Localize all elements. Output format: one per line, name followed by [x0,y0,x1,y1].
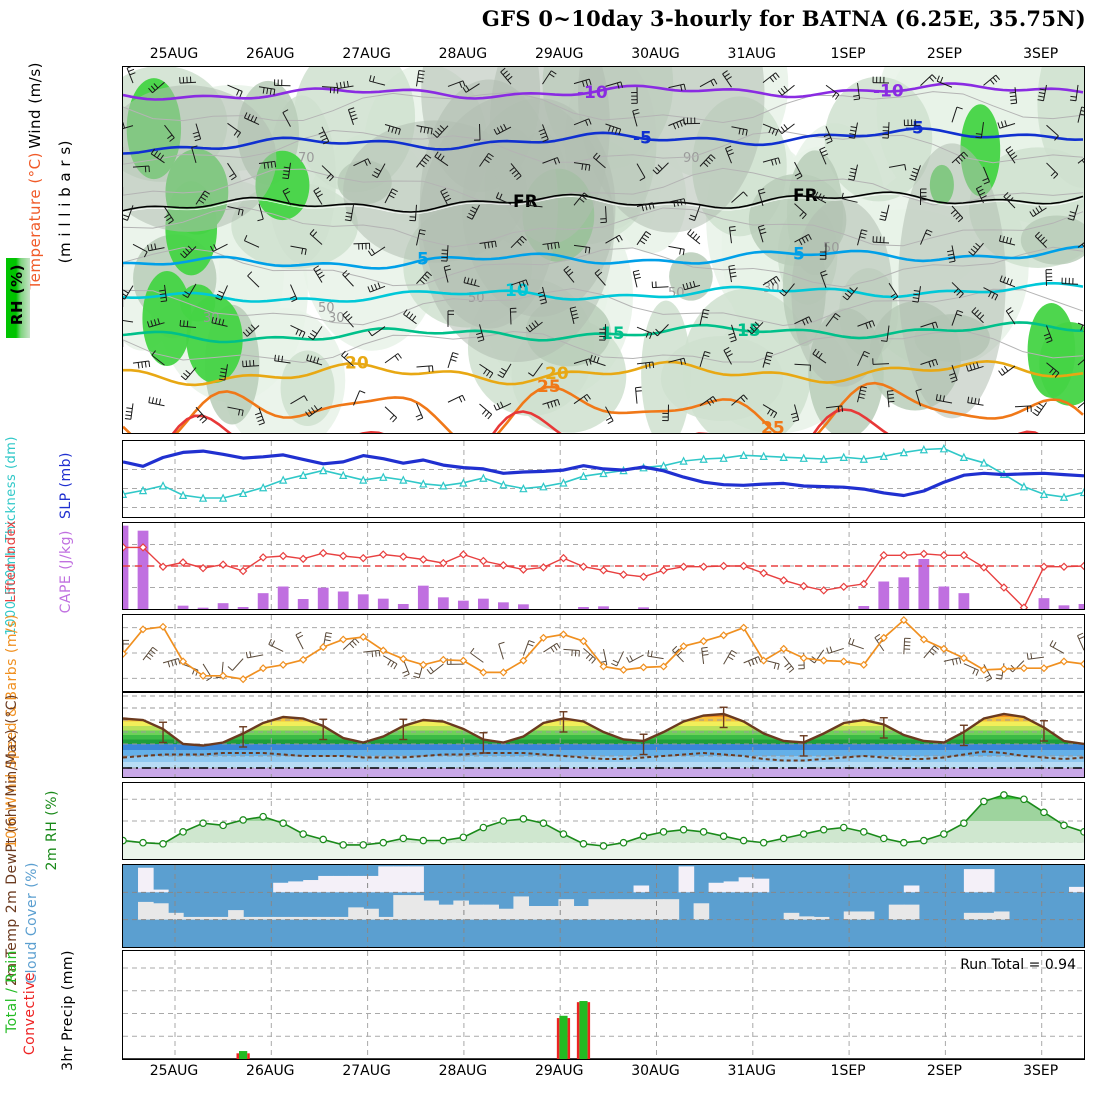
svg-text:90: 90 [683,151,700,166]
svg-text:25: 25 [761,419,785,434]
y-tick-mark [122,708,123,709]
label-2m-temp: 2m Temp 2m DewPt (6hr Min/Max) (°C) [4,694,20,987]
svg-text:30: 30 [328,311,345,326]
y-tick-mark [122,396,123,397]
y-tick-mark [122,821,123,822]
panel-2m-temp-dewpt[interactable]: 484032241680 [122,692,1085,778]
y-tick-mark [122,799,123,800]
label-2m-rh: 2m RH (%) [44,790,60,871]
y-tick-mark [122,843,123,844]
cloud-tick-mark [122,920,123,921]
y-tick-mark [122,1059,123,1060]
panel-2m-rh[interactable]: 604020 [122,782,1085,860]
panel-cloud-cover[interactable]: highmiddlelow [122,864,1085,948]
date-label-29aug: 29AUG [534,1063,584,1079]
y-tick-mark [122,470,123,471]
date-label-31aug: 31AUG [727,46,777,62]
svg-text:FR: FR [793,186,818,206]
y-tick-mark [122,720,123,721]
y-tick-mark [122,744,123,745]
rh-legend-swatch [6,258,30,338]
y-tick-mark [122,732,123,733]
label-cloud-cover: Cloud Cover (%) [24,862,40,984]
svg-text:-10: -10 [577,83,608,103]
y-tick-mark [122,104,123,105]
svg-text:5: 5 [793,245,805,265]
svg-text:-10: -10 [873,81,904,101]
date-label-26aug: 26AUG [246,1063,295,1079]
y-tick-mark [122,1014,123,1015]
date-label-30aug: 30AUG [631,1063,680,1079]
y-tick-mark [122,523,123,524]
date-label-25aug: 25AUG [149,46,199,62]
svg-text:10: 10 [505,281,529,301]
date-label-28aug: 28AUG [438,1063,488,1079]
svg-text:-5: -5 [905,119,924,139]
cloud-tick-mark [122,892,123,893]
date-label-3sep: 3SEP [1023,1063,1059,1079]
y-tick-mark [122,968,123,969]
label-slp: SLP (mb) [58,452,74,520]
date-label-28aug: 28AUG [438,46,488,62]
label-lifted-index: Lifted Index [4,520,19,603]
label-wind-units: Wind (m/s) [26,62,44,149]
y-tick-mark [122,678,123,679]
date-label-1sep: 1SEP [830,1063,866,1079]
panel-3hr-precip[interactable]: Run Total = 0.94 0.80.60.40.20 [122,950,1085,1060]
date-label-3sep: 3SEP [1023,46,1059,62]
cloud-tick-mark [122,865,123,866]
y-tick-mark [122,696,123,697]
svg-text:20: 20 [345,353,369,373]
svg-text:15: 15 [601,324,625,344]
svg-text:25: 25 [537,377,561,397]
panel-cape-lifted-index[interactable]: 516387258129-6-3036 [122,522,1085,610]
run-total-label: Run Total = 0.94 [960,957,1076,973]
date-label-31aug: 31AUG [727,1063,777,1079]
svg-text:70: 70 [298,151,315,166]
label-precip-convective: Convective [22,972,38,1056]
label-precip-total: Total / Rain [4,950,20,1034]
y-tick-mark [122,323,123,324]
date-label-1sep: 1SEP [830,46,866,62]
y-tick-mark [122,545,123,546]
y-tick-mark [122,768,123,769]
y-tick-mark [122,250,123,251]
y-tick-mark [122,566,123,567]
date-label-25aug: 25AUG [149,1063,199,1079]
svg-text:50: 50 [668,286,685,301]
y-tick-mark [122,588,123,589]
date-label-2sep: 2SEP [926,46,962,62]
svg-text:-5: -5 [633,129,652,149]
date-label-29aug: 29AUG [534,46,584,62]
date-label-27aug: 27AUG [342,46,391,62]
y-tick-mark [122,653,123,654]
y-tick-mark [122,756,123,757]
y-tick-mark [122,508,123,509]
date-label-2sep: 2SEP [926,1063,962,1079]
page-title: GFS 0~10day 3-hourly for BATNA (6.25E, 3… [481,6,1086,31]
y-tick-mark [122,628,123,629]
date-label-26aug: 26AUG [246,46,295,62]
label-pressure-units: (m i l l i b a r s) [56,140,74,264]
y-tick-mark [122,991,123,992]
label-precip-axis: 3hr Precip (mm) [60,950,76,1071]
svg-text:20: 20 [545,364,569,384]
svg-text:30: 30 [763,281,780,296]
y-tick-mark [122,1036,123,1037]
label-rh: RH (%) [8,264,26,326]
svg-text:FR: FR [513,192,538,212]
panel-10m-wind[interactable]: 963 [122,614,1085,692]
y-tick-mark [122,177,123,178]
panel-upper-air[interactable]: 70 90 50 50 50 30 30 50 30 -10 -10 -5 -5 FR FR 5 5 10 15 15… [122,66,1085,434]
y-tick-mark [122,489,123,490]
panel-slp-thickness[interactable]: 1017101410111008 [122,440,1085,518]
date-label-27aug: 27AUG [342,1063,391,1079]
svg-text:5: 5 [417,249,429,269]
date-label-30aug: 30AUG [631,46,680,62]
label-cape: CAPE (J/kg) [58,530,74,614]
svg-text:50: 50 [318,301,335,316]
y-tick-mark [122,451,123,452]
